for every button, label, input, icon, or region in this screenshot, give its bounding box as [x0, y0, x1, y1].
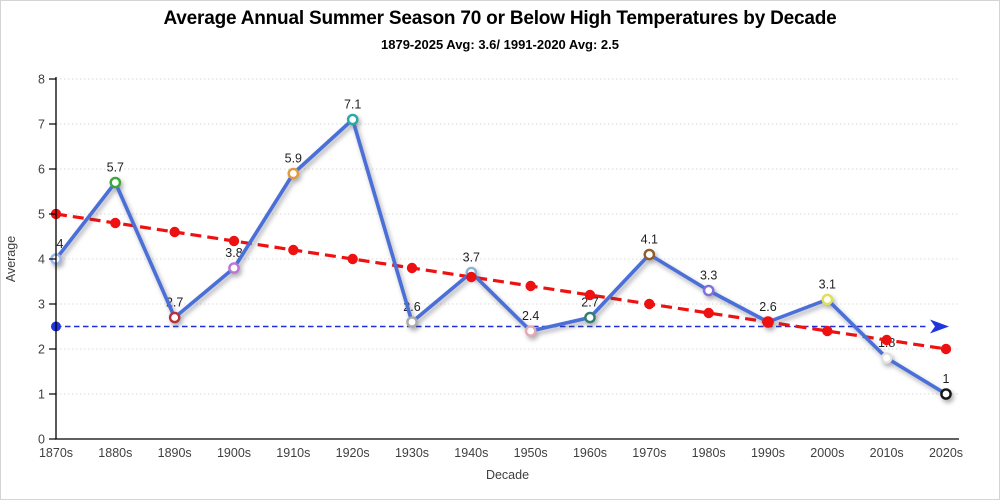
- data-point-1980s: [702, 284, 715, 297]
- reference-line-1991-2020-average: [51, 319, 949, 334]
- value-label: 2.4: [522, 309, 539, 323]
- y-tick-label: 1: [38, 388, 45, 402]
- trend-dot: [584, 289, 596, 301]
- y-tick-label: 7: [38, 118, 45, 132]
- value-label: 3.8: [225, 246, 242, 260]
- trend-dot: [644, 298, 655, 310]
- trend-dot: [169, 226, 180, 238]
- data-point-2020s: [940, 388, 952, 400]
- x-tick-label: 1950s: [514, 446, 548, 460]
- axes: [49, 77, 959, 440]
- x-tick-label: 2010s: [870, 446, 904, 460]
- y-tick-label: 8: [38, 73, 45, 87]
- y-tick-label: 6: [38, 163, 45, 177]
- value-label: 3.3: [700, 269, 717, 283]
- x-tick-label: 1960s: [573, 446, 607, 460]
- trend-dot: [881, 334, 892, 346]
- main-series: [50, 113, 952, 400]
- x-tick-label: 1910s: [276, 446, 310, 460]
- trend-dot: [822, 325, 833, 337]
- gridlines: [56, 78, 959, 395]
- y-tick-label: 3: [38, 298, 45, 312]
- x-tick-label: 1980s: [692, 446, 726, 460]
- trend-dot: [940, 343, 952, 355]
- value-label: 5.7: [107, 161, 124, 175]
- x-tick-label: 1930s: [395, 446, 429, 460]
- value-label: 1: [943, 372, 950, 386]
- x-tick-label: 1880s: [98, 446, 132, 460]
- trend-dot: [762, 316, 774, 328]
- trend-dot: [406, 262, 418, 274]
- trend-markers: [50, 208, 952, 355]
- main-line: [54, 117, 948, 396]
- data-point-1960s: [584, 311, 596, 324]
- value-label: 4.1: [641, 233, 658, 247]
- x-tick-label: 1940s: [454, 446, 488, 460]
- trend-dot: [347, 253, 358, 265]
- value-label: 3.7: [463, 251, 480, 265]
- chart-subtitle: 1879-2025 Avg: 3.6/ 1991-2020 Avg: 2.5: [381, 37, 619, 52]
- reference-arrow-icon: [930, 319, 949, 334]
- value-label: 5.9: [285, 152, 302, 166]
- value-labels: 45.72.73.85.97.12.63.72.42.74.13.32.63.1…: [57, 98, 950, 387]
- data-point-1920s: [346, 113, 359, 126]
- x-tick-label: 2020s: [929, 446, 963, 460]
- trend-dot: [525, 280, 536, 292]
- x-tick-labels: 1870s 1880s 1890s 1900s 1910s 1920s 1930s 1940s…: [39, 446, 963, 460]
- data-point-1950s: [524, 325, 537, 337]
- trend-dot: [466, 271, 477, 283]
- x-tick-label: 1970s: [632, 446, 666, 460]
- y-tick-labels: 0 1 2 3 4 5 6 7 8: [38, 73, 45, 447]
- x-tick-label: 1920s: [336, 446, 370, 460]
- x-tick-label: 1900s: [217, 446, 251, 460]
- y-axis-title: Average: [4, 236, 18, 282]
- y-tick-label: 4: [38, 253, 45, 267]
- x-tick-label: 1990s: [751, 446, 785, 460]
- y-tick-label: 5: [38, 208, 45, 222]
- y-tick-label: 2: [38, 343, 45, 357]
- value-label: 3.1: [819, 278, 836, 292]
- x-axis-title: Decade: [486, 468, 529, 482]
- axis-titles: Decade Average: [4, 236, 529, 482]
- x-tick-label: 2000s: [810, 446, 844, 460]
- data-point-2010s: [880, 352, 893, 364]
- data-point-2000s: [821, 293, 834, 306]
- y-tick-label: 0: [38, 433, 45, 447]
- value-label: 4: [57, 237, 64, 251]
- value-label: 2.6: [759, 300, 776, 314]
- data-point-1910s: [287, 167, 300, 180]
- trend-dot: [110, 217, 121, 229]
- data-point-1900s: [228, 262, 240, 274]
- trend-dot: [703, 307, 714, 319]
- data-point-1880s: [109, 176, 122, 189]
- x-tick-label: 1870s: [39, 446, 73, 460]
- data-point-1930s: [406, 316, 418, 328]
- trend-dot: [288, 244, 299, 256]
- value-label: 7.1: [344, 98, 361, 112]
- trend-dot: [228, 235, 240, 247]
- data-point-1890s: [168, 311, 181, 324]
- value-label: 2.7: [581, 296, 598, 310]
- x-tick-label: 1890s: [158, 446, 192, 460]
- trend-line: [55, 212, 947, 351]
- data-point-1970s: [643, 248, 656, 261]
- chart-title: Average Annual Summer Season 70 or Below…: [163, 8, 837, 29]
